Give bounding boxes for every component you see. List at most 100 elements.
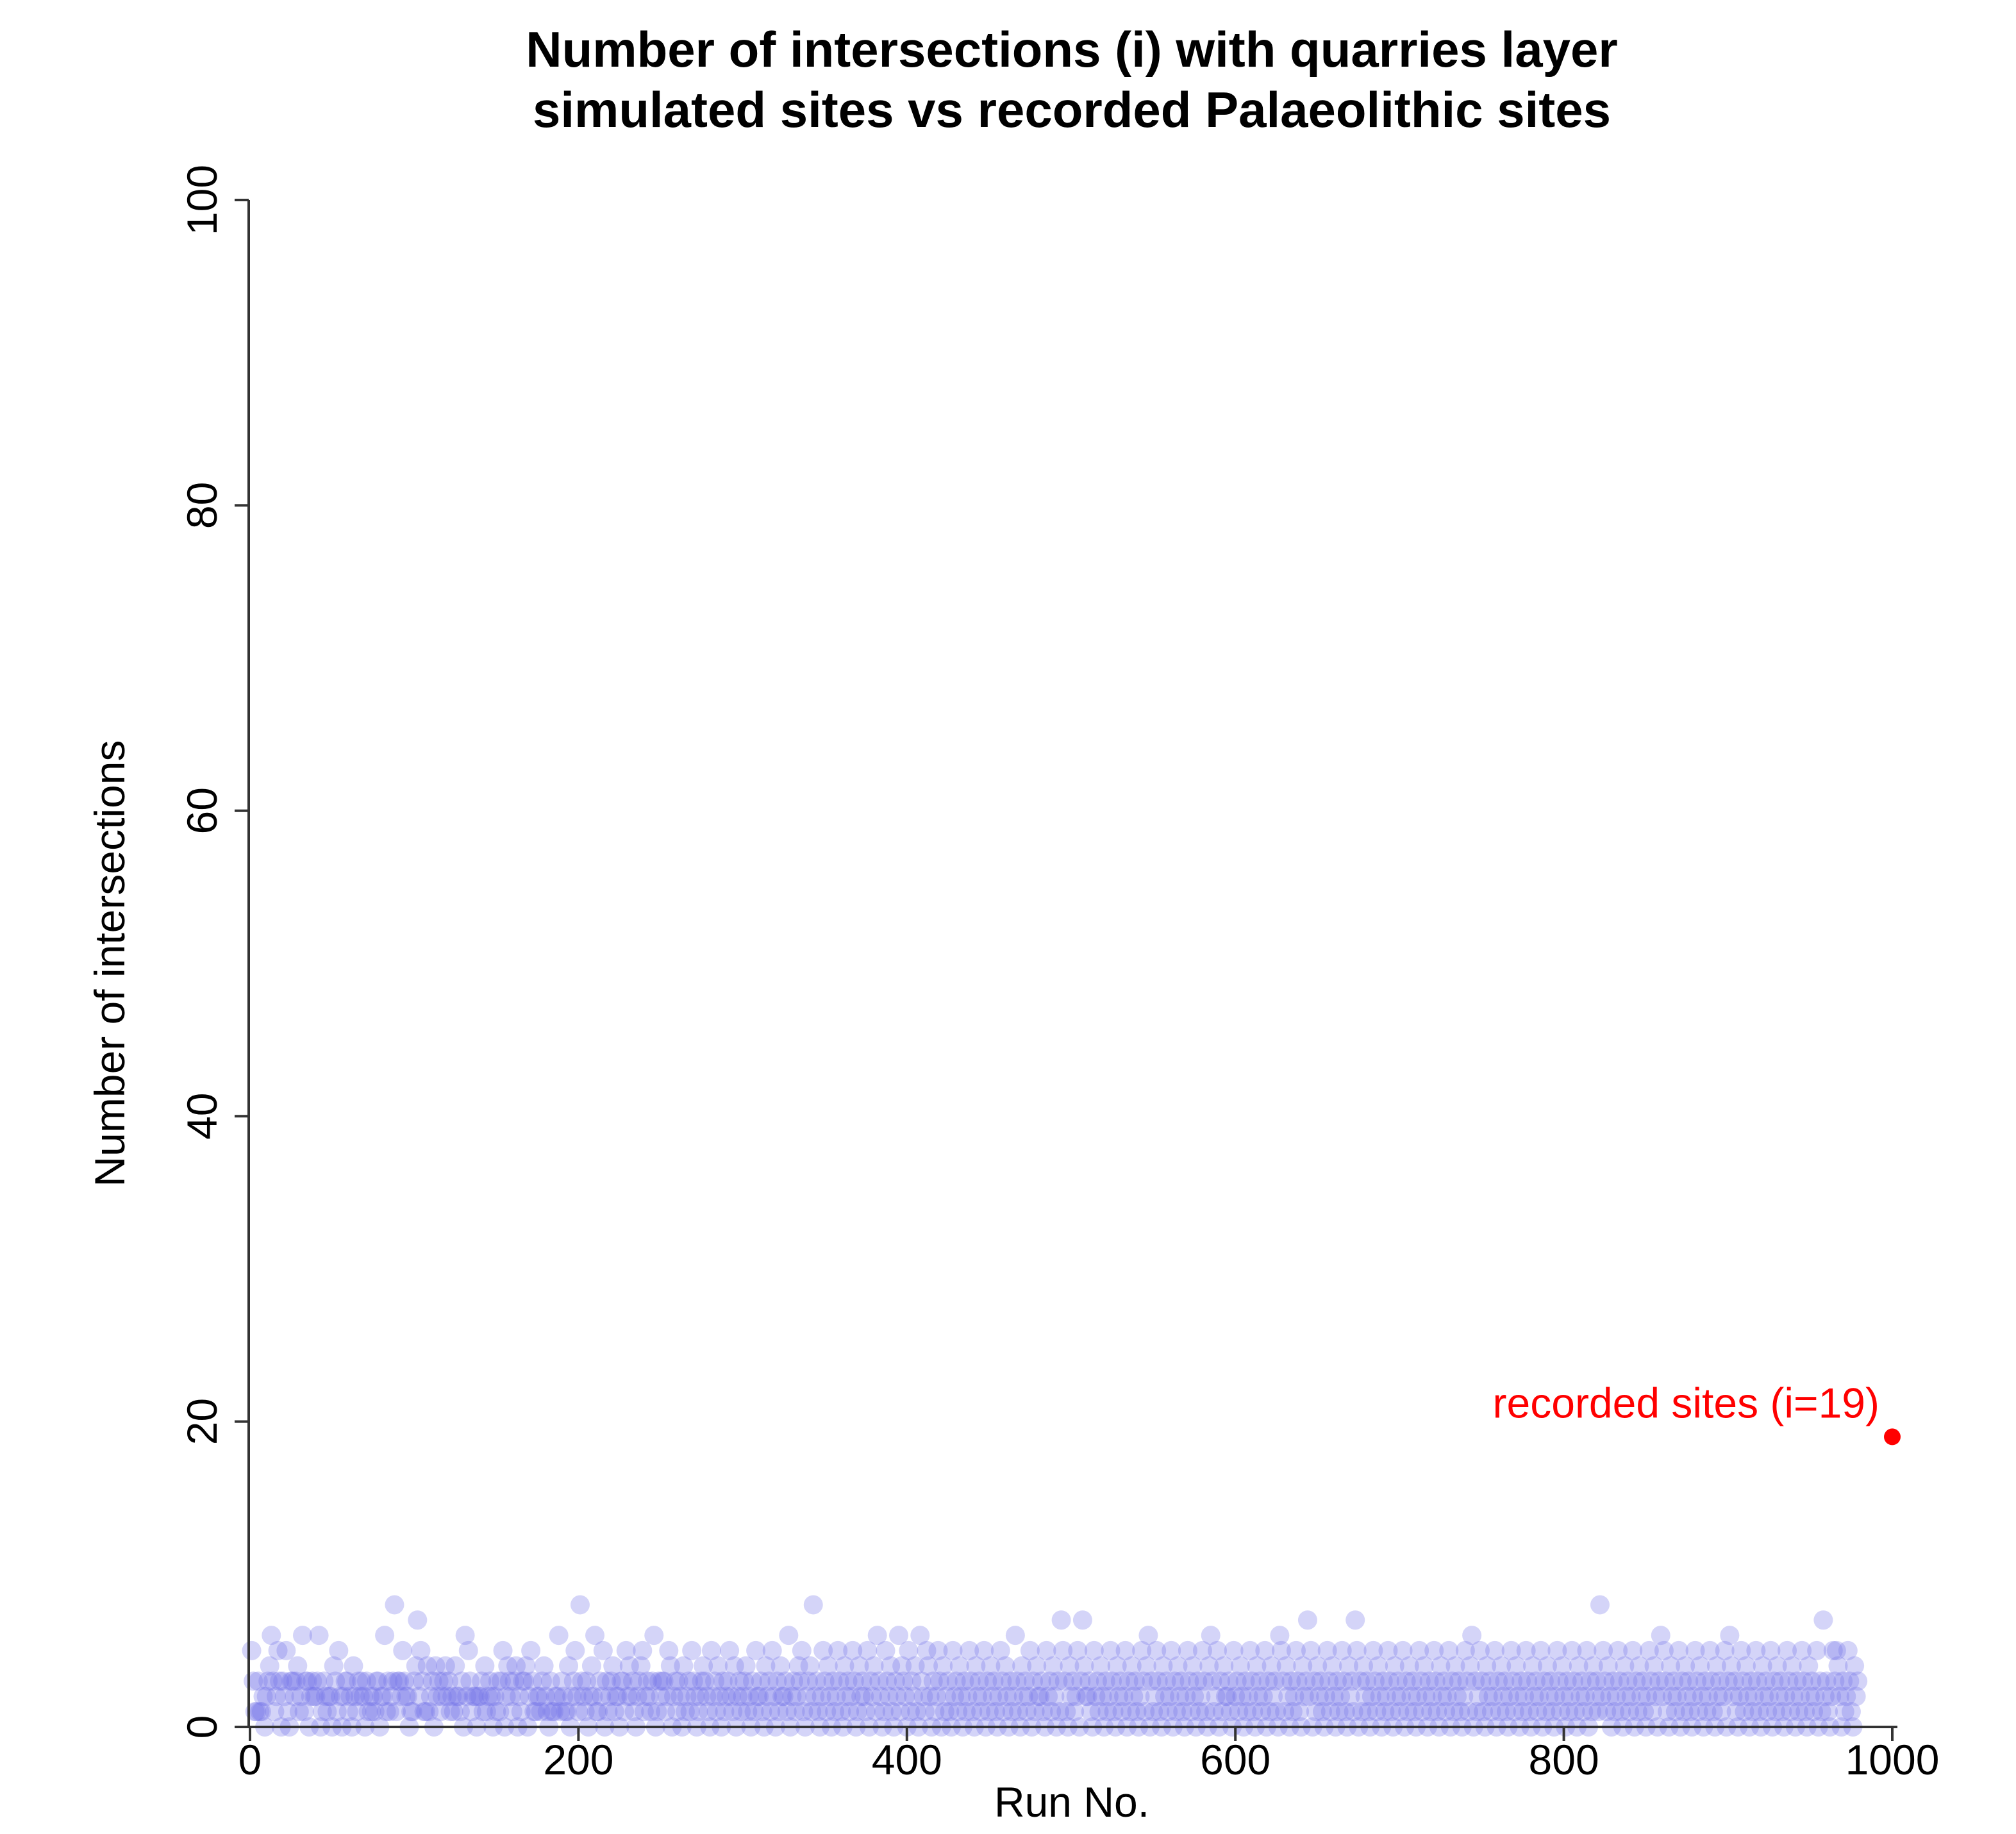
simulated-point xyxy=(1142,1671,1162,1691)
simulated-point xyxy=(362,1702,381,1722)
simulated-point xyxy=(682,1640,702,1660)
simulated-point xyxy=(1656,1671,1676,1691)
simulated-point xyxy=(1825,1671,1845,1691)
simulated-point xyxy=(557,1702,577,1722)
simulated-point xyxy=(1531,1640,1551,1660)
simulated-point xyxy=(1837,1687,1856,1706)
simulated-point xyxy=(1037,1640,1056,1660)
simulated-point xyxy=(1226,1687,1245,1706)
simulated-point xyxy=(248,1671,268,1691)
simulated-point xyxy=(1413,1702,1433,1722)
simulated-point xyxy=(1416,1687,1436,1706)
simulated-point xyxy=(1173,1702,1193,1722)
simulated-point xyxy=(1642,1702,1662,1722)
simulated-point xyxy=(1176,1687,1196,1706)
simulated-point xyxy=(660,1656,680,1676)
simulated-point xyxy=(1007,1671,1027,1691)
simulated-point xyxy=(601,1671,621,1691)
simulated-point xyxy=(905,1656,925,1676)
simulated-point xyxy=(1273,1671,1293,1691)
simulated-point xyxy=(516,1656,536,1676)
y-tick-label: 80 xyxy=(178,482,226,529)
simulated-point xyxy=(1138,1626,1158,1646)
simulated-point xyxy=(422,1671,442,1691)
simulated-point xyxy=(782,1687,802,1706)
simulated-point xyxy=(1442,1671,1462,1691)
simulated-point xyxy=(1201,1626,1220,1646)
simulated-point xyxy=(1306,1702,1326,1722)
simulated-point xyxy=(706,1702,726,1722)
simulated-point xyxy=(510,1687,529,1706)
simulated-point xyxy=(823,1671,843,1691)
simulated-point xyxy=(1721,1656,1741,1676)
simulated-point xyxy=(1590,1595,1610,1615)
simulated-point xyxy=(457,1687,477,1706)
simulated-point xyxy=(847,1702,867,1722)
simulated-point xyxy=(397,1687,417,1706)
simulated-point xyxy=(1511,1671,1531,1691)
simulated-point xyxy=(1616,1687,1636,1706)
simulated-point xyxy=(615,1702,635,1722)
simulated-point xyxy=(1171,1671,1191,1691)
simulated-point xyxy=(1281,1671,1301,1691)
simulated-point xyxy=(756,1656,776,1676)
simulated-point xyxy=(1119,1671,1138,1691)
simulated-point xyxy=(792,1640,812,1660)
simulated-point xyxy=(1646,1687,1666,1706)
simulated-point xyxy=(943,1640,963,1660)
simulated-point xyxy=(452,1671,472,1691)
chart-title-line2: simulated sites vs recorded Palaeolithic… xyxy=(533,81,1611,138)
simulated-point xyxy=(1191,1687,1211,1706)
simulated-point xyxy=(349,1671,369,1691)
simulated-point xyxy=(1522,1656,1542,1676)
simulated-point xyxy=(1810,1671,1830,1691)
simulated-point xyxy=(1495,1671,1515,1691)
simulated-point xyxy=(1019,1687,1038,1706)
simulated-point xyxy=(306,1687,326,1706)
simulated-point xyxy=(1790,1687,1810,1706)
simulated-point xyxy=(334,1687,354,1706)
simulated-point xyxy=(1835,1702,1854,1722)
recorded-sites-point xyxy=(1884,1428,1901,1446)
simulated-point xyxy=(572,1671,592,1691)
simulated-point xyxy=(920,1687,940,1706)
simulated-point xyxy=(728,1687,747,1706)
simulated-point xyxy=(1398,1702,1418,1722)
simulated-point xyxy=(758,1687,778,1706)
simulated-point xyxy=(1465,1671,1485,1691)
simulated-point xyxy=(528,1687,547,1706)
simulated-point xyxy=(669,1671,688,1691)
simulated-point xyxy=(1296,1671,1316,1691)
simulated-point xyxy=(375,1626,395,1646)
simulated-point xyxy=(1422,1687,1442,1706)
simulated-point xyxy=(552,1671,572,1691)
simulated-point xyxy=(882,1702,902,1722)
simulated-point xyxy=(292,1626,312,1646)
simulated-point xyxy=(1506,1656,1526,1676)
simulated-point xyxy=(958,1687,978,1706)
simulated-point xyxy=(472,1671,492,1691)
simulated-point xyxy=(276,1640,296,1660)
simulated-point xyxy=(1385,1656,1404,1676)
simulated-point xyxy=(1741,1671,1761,1691)
simulated-point xyxy=(701,1640,721,1660)
simulated-point xyxy=(503,1702,522,1722)
simulated-point xyxy=(1756,1671,1776,1691)
simulated-point xyxy=(304,1687,324,1706)
simulated-point xyxy=(1433,1687,1453,1706)
simulated-point xyxy=(1308,1656,1328,1676)
simulated-point xyxy=(603,1656,623,1676)
simulated-point xyxy=(840,1702,860,1722)
simulated-point xyxy=(1168,1656,1188,1676)
simulated-point xyxy=(938,1671,958,1691)
simulated-point xyxy=(1720,1626,1740,1646)
simulated-point xyxy=(1804,1702,1824,1722)
simulated-point xyxy=(450,1702,470,1722)
simulated-point xyxy=(1800,1687,1820,1706)
simulated-point xyxy=(879,1687,899,1706)
simulated-point xyxy=(1230,1656,1250,1676)
simulated-point xyxy=(1451,1702,1470,1722)
simulated-point xyxy=(1565,1702,1585,1722)
simulated-point xyxy=(659,1640,679,1660)
simulated-point xyxy=(1275,1702,1295,1722)
